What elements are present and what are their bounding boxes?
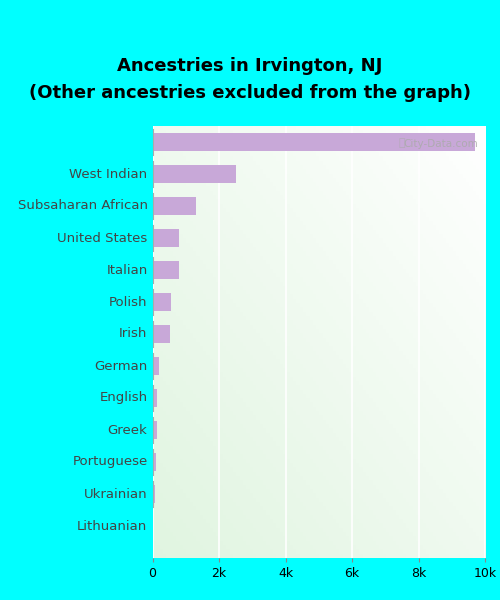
Text: English: English xyxy=(100,391,148,404)
Bar xyxy=(152,197,196,215)
Text: Irish: Irish xyxy=(119,328,148,340)
Text: German: German xyxy=(94,359,148,373)
Bar xyxy=(152,325,170,343)
Text: ⓘ: ⓘ xyxy=(398,138,405,148)
Bar xyxy=(152,357,159,375)
Bar xyxy=(152,293,171,311)
Text: Ukrainian: Ukrainian xyxy=(84,487,148,500)
Text: City-Data.com: City-Data.com xyxy=(404,139,478,149)
Text: Italian: Italian xyxy=(106,263,148,277)
Bar xyxy=(152,389,158,407)
Text: Greek: Greek xyxy=(108,424,148,437)
Text: Portuguese: Portuguese xyxy=(72,455,148,469)
Text: Lithuanian: Lithuanian xyxy=(77,520,148,533)
Bar xyxy=(152,261,179,279)
Bar xyxy=(152,133,475,151)
Text: (Other ancestries excluded from the graph): (Other ancestries excluded from the grap… xyxy=(29,84,471,102)
Bar xyxy=(152,229,179,247)
Bar xyxy=(152,453,156,471)
Bar xyxy=(152,485,155,503)
Bar xyxy=(152,421,158,439)
Text: Polish: Polish xyxy=(109,295,148,308)
Bar xyxy=(152,165,236,183)
Text: Ancestries in Irvington, NJ: Ancestries in Irvington, NJ xyxy=(118,57,382,75)
Text: United States: United States xyxy=(57,232,148,245)
Text: West Indian: West Indian xyxy=(70,167,148,181)
Text: Subsaharan African: Subsaharan African xyxy=(18,199,148,212)
